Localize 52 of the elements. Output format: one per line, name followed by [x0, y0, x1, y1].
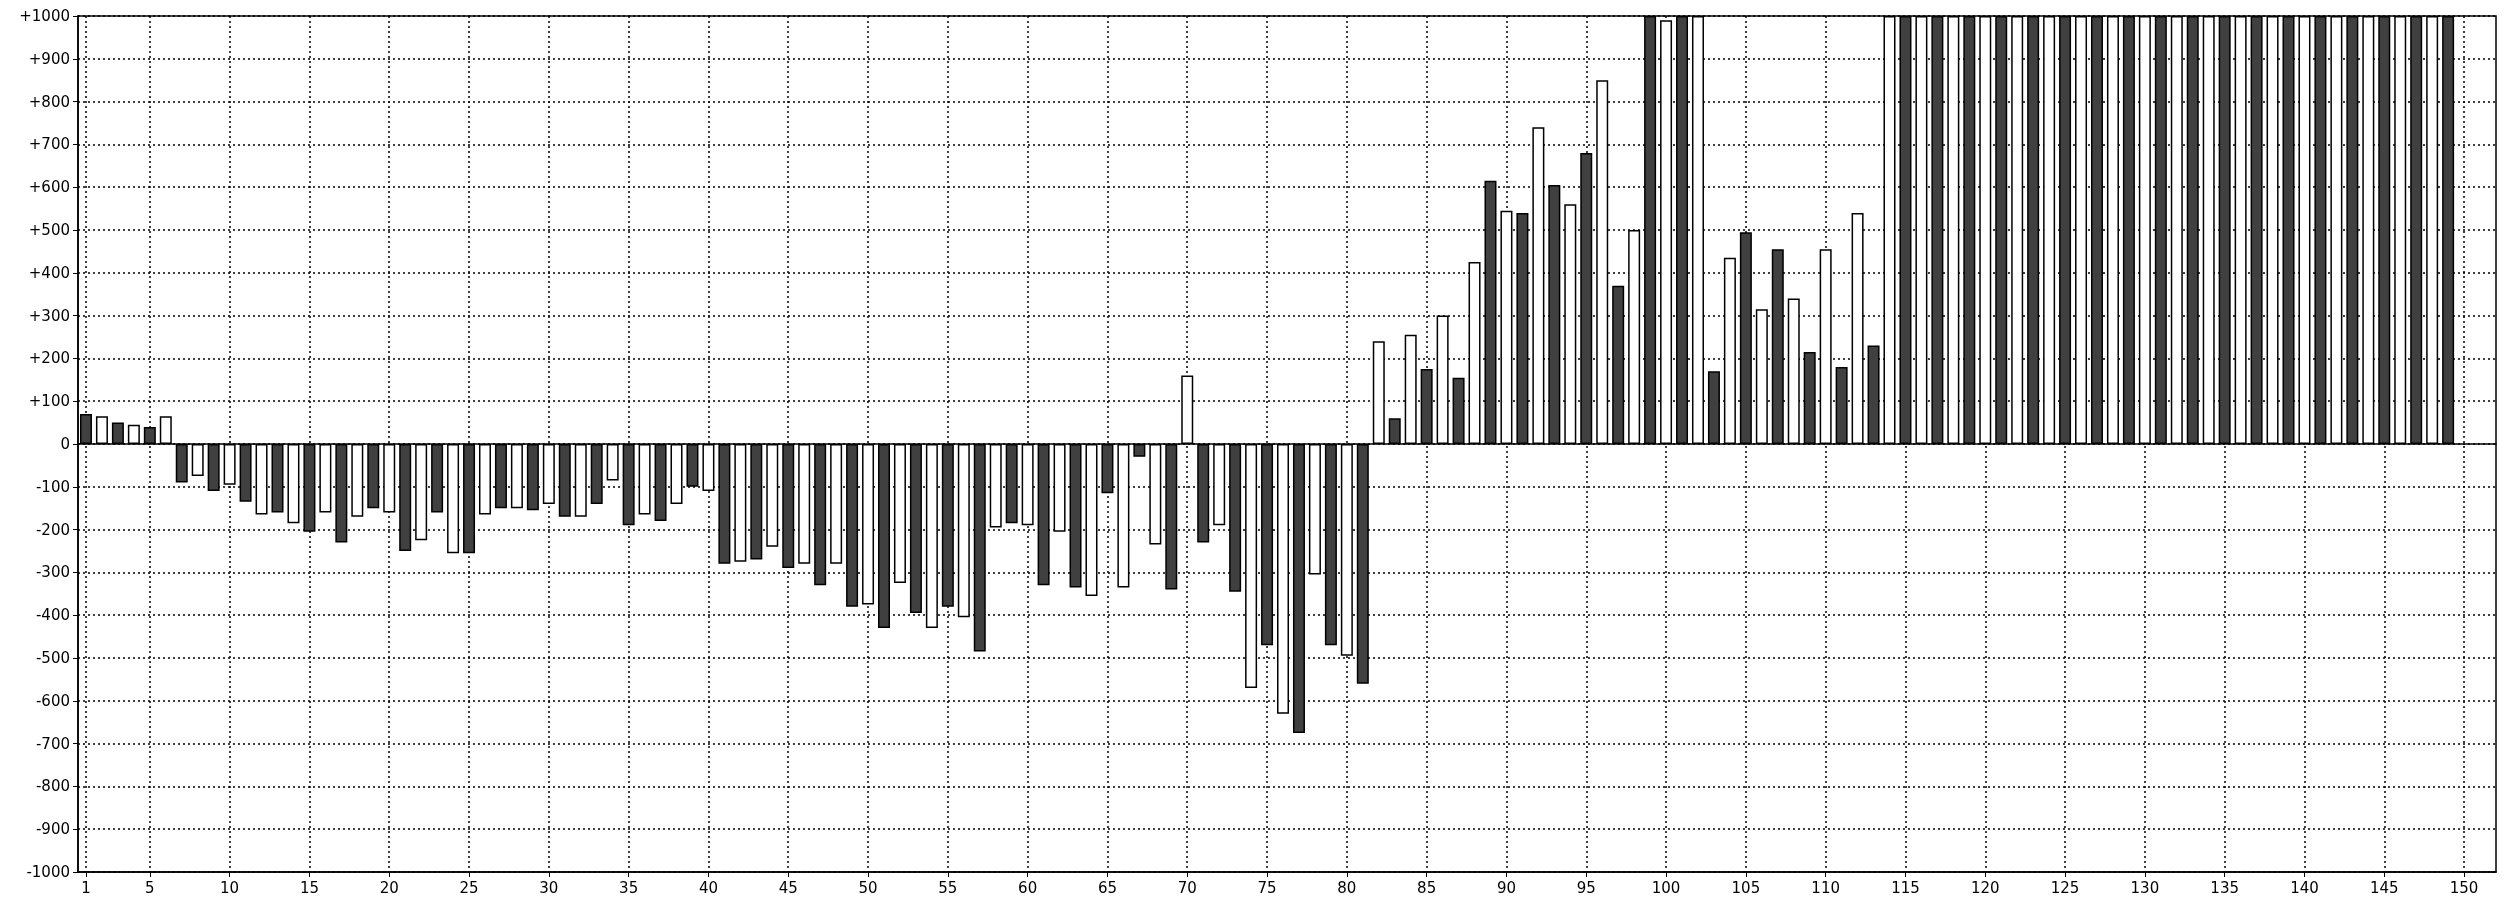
- y-tick-label: +600: [28, 178, 70, 197]
- y-tick-label: -300: [35, 563, 70, 582]
- x-tick-label: 80: [1337, 878, 1357, 897]
- x-tick-label: 115: [1891, 878, 1920, 897]
- y-tick-label: +1000: [19, 7, 70, 25]
- x-tick-label: 40: [698, 878, 718, 897]
- x-tick-label: 85: [1417, 878, 1437, 897]
- y-tick-label: +500: [28, 221, 70, 239]
- x-tick-label: 110: [1811, 878, 1840, 897]
- y-tick-label: +200: [28, 349, 70, 368]
- x-tick-label: 100: [1651, 878, 1681, 897]
- x-tick-label: 30: [539, 878, 559, 897]
- x-tick-label: 150: [2449, 878, 2479, 897]
- x-tick-label: 60: [1018, 878, 1038, 897]
- x-tick-label: 120: [1970, 878, 2000, 897]
- x-tick-label: 75: [1257, 878, 1277, 897]
- y-tick-label: +400: [28, 263, 70, 282]
- y-tick-label: -500: [35, 649, 70, 667]
- x-tick-label: 70: [1177, 878, 1197, 897]
- y-tick-label: -900: [35, 820, 70, 839]
- y-tick-label: -200: [35, 520, 70, 539]
- x-tick-label: 5: [145, 878, 155, 897]
- y-tick-label: -400: [35, 606, 70, 625]
- y-tick-label: -600: [35, 691, 70, 710]
- y-tick-label: 0: [60, 435, 70, 453]
- x-tick-label: 15: [299, 878, 319, 897]
- x-tick-label: 125: [2050, 878, 2080, 897]
- y-tick-label: +300: [28, 306, 70, 325]
- y-tick-label: +900: [28, 49, 70, 68]
- x-tick-label: 20: [379, 878, 399, 897]
- x-tick-label: 105: [1731, 878, 1761, 897]
- y-tick-label: -800: [35, 777, 70, 796]
- x-tick-label: 1: [81, 878, 91, 897]
- x-tick-label: 50: [858, 878, 878, 897]
- y-tick-label: -700: [35, 734, 70, 753]
- x-tick-label: 45: [778, 878, 798, 897]
- y-tick-label: +800: [28, 92, 70, 111]
- x-tick-label: 10: [220, 878, 240, 897]
- y-tick-label: +700: [28, 135, 70, 154]
- y-tick-label: -100: [35, 477, 70, 496]
- y-tick-label: -1000: [26, 863, 70, 881]
- x-tick-label: 135: [2210, 878, 2239, 897]
- x-tick-label: 25: [459, 878, 479, 897]
- x-tick-label: 35: [619, 878, 639, 897]
- x-tick-label: 95: [1576, 878, 1596, 897]
- y-tick-label: +100: [28, 392, 70, 411]
- x-tick-label: 65: [1097, 878, 1117, 897]
- x-tick-label: 140: [2290, 878, 2319, 897]
- x-tick-label: 145: [2369, 878, 2399, 897]
- x-tick-label: 130: [2130, 878, 2160, 897]
- x-tick-label: 90: [1496, 878, 1516, 897]
- x-tick-label: 55: [938, 878, 958, 897]
